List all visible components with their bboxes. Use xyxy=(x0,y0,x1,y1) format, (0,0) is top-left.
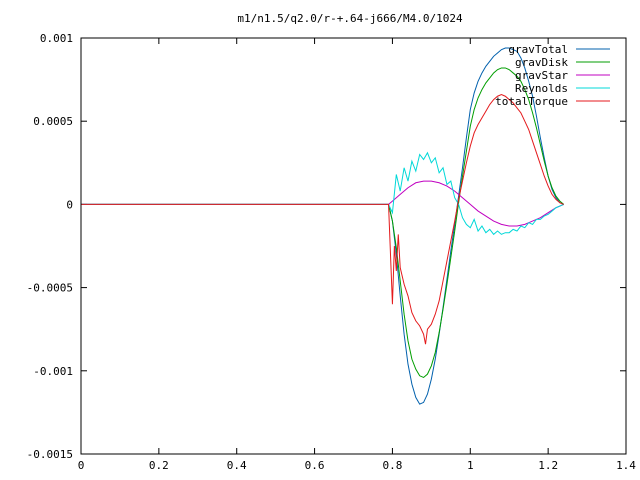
y-tick-label: 0.001 xyxy=(40,32,73,45)
legend-label: totalTorque xyxy=(495,95,568,108)
plot-frame xyxy=(80,37,627,455)
x-tick-label: 1.2 xyxy=(538,459,558,472)
x-tick-label: 1.4 xyxy=(616,459,636,472)
y-tick-label: -0.0015 xyxy=(27,448,73,461)
legend-label: gravDisk xyxy=(515,56,568,69)
series-line-gravdisk xyxy=(81,67,565,379)
y-tick-label: 0.0005 xyxy=(33,115,73,128)
x-tick-label: 1 xyxy=(467,459,474,472)
x-tick-label: 0.4 xyxy=(227,459,247,472)
y-tick-label: -0.0005 xyxy=(27,282,73,295)
legend-label: Reynolds xyxy=(515,82,568,95)
chart-title: m1/n1.5/q2.0/r-+.64-j666/M4.0/1024 xyxy=(237,12,463,25)
y-tick-label: -0.001 xyxy=(33,365,73,378)
x-tick-label: 0.8 xyxy=(382,459,402,472)
y-tick-label: 0 xyxy=(66,198,73,211)
x-tick-label: 0 xyxy=(78,459,85,472)
series-layer xyxy=(81,47,565,405)
series-line-reynolds xyxy=(81,151,564,236)
series-line-gravstar xyxy=(81,180,564,227)
series-line-gravtotal xyxy=(81,47,564,405)
legend: gravTotalgravDiskgravStarReynoldstotalTo… xyxy=(495,43,610,108)
legend-label: gravTotal xyxy=(508,43,568,56)
series-line-totaltorque xyxy=(81,94,564,345)
tick-layer: 0.001 0.0005 0 -0.0005 -0.001 -0.0015 0 0.2 0.4 0… xyxy=(27,32,637,472)
legend-label: gravStar xyxy=(515,69,568,82)
x-tick-label: 0.2 xyxy=(149,459,169,472)
x-tick-label: 0.6 xyxy=(305,459,325,472)
